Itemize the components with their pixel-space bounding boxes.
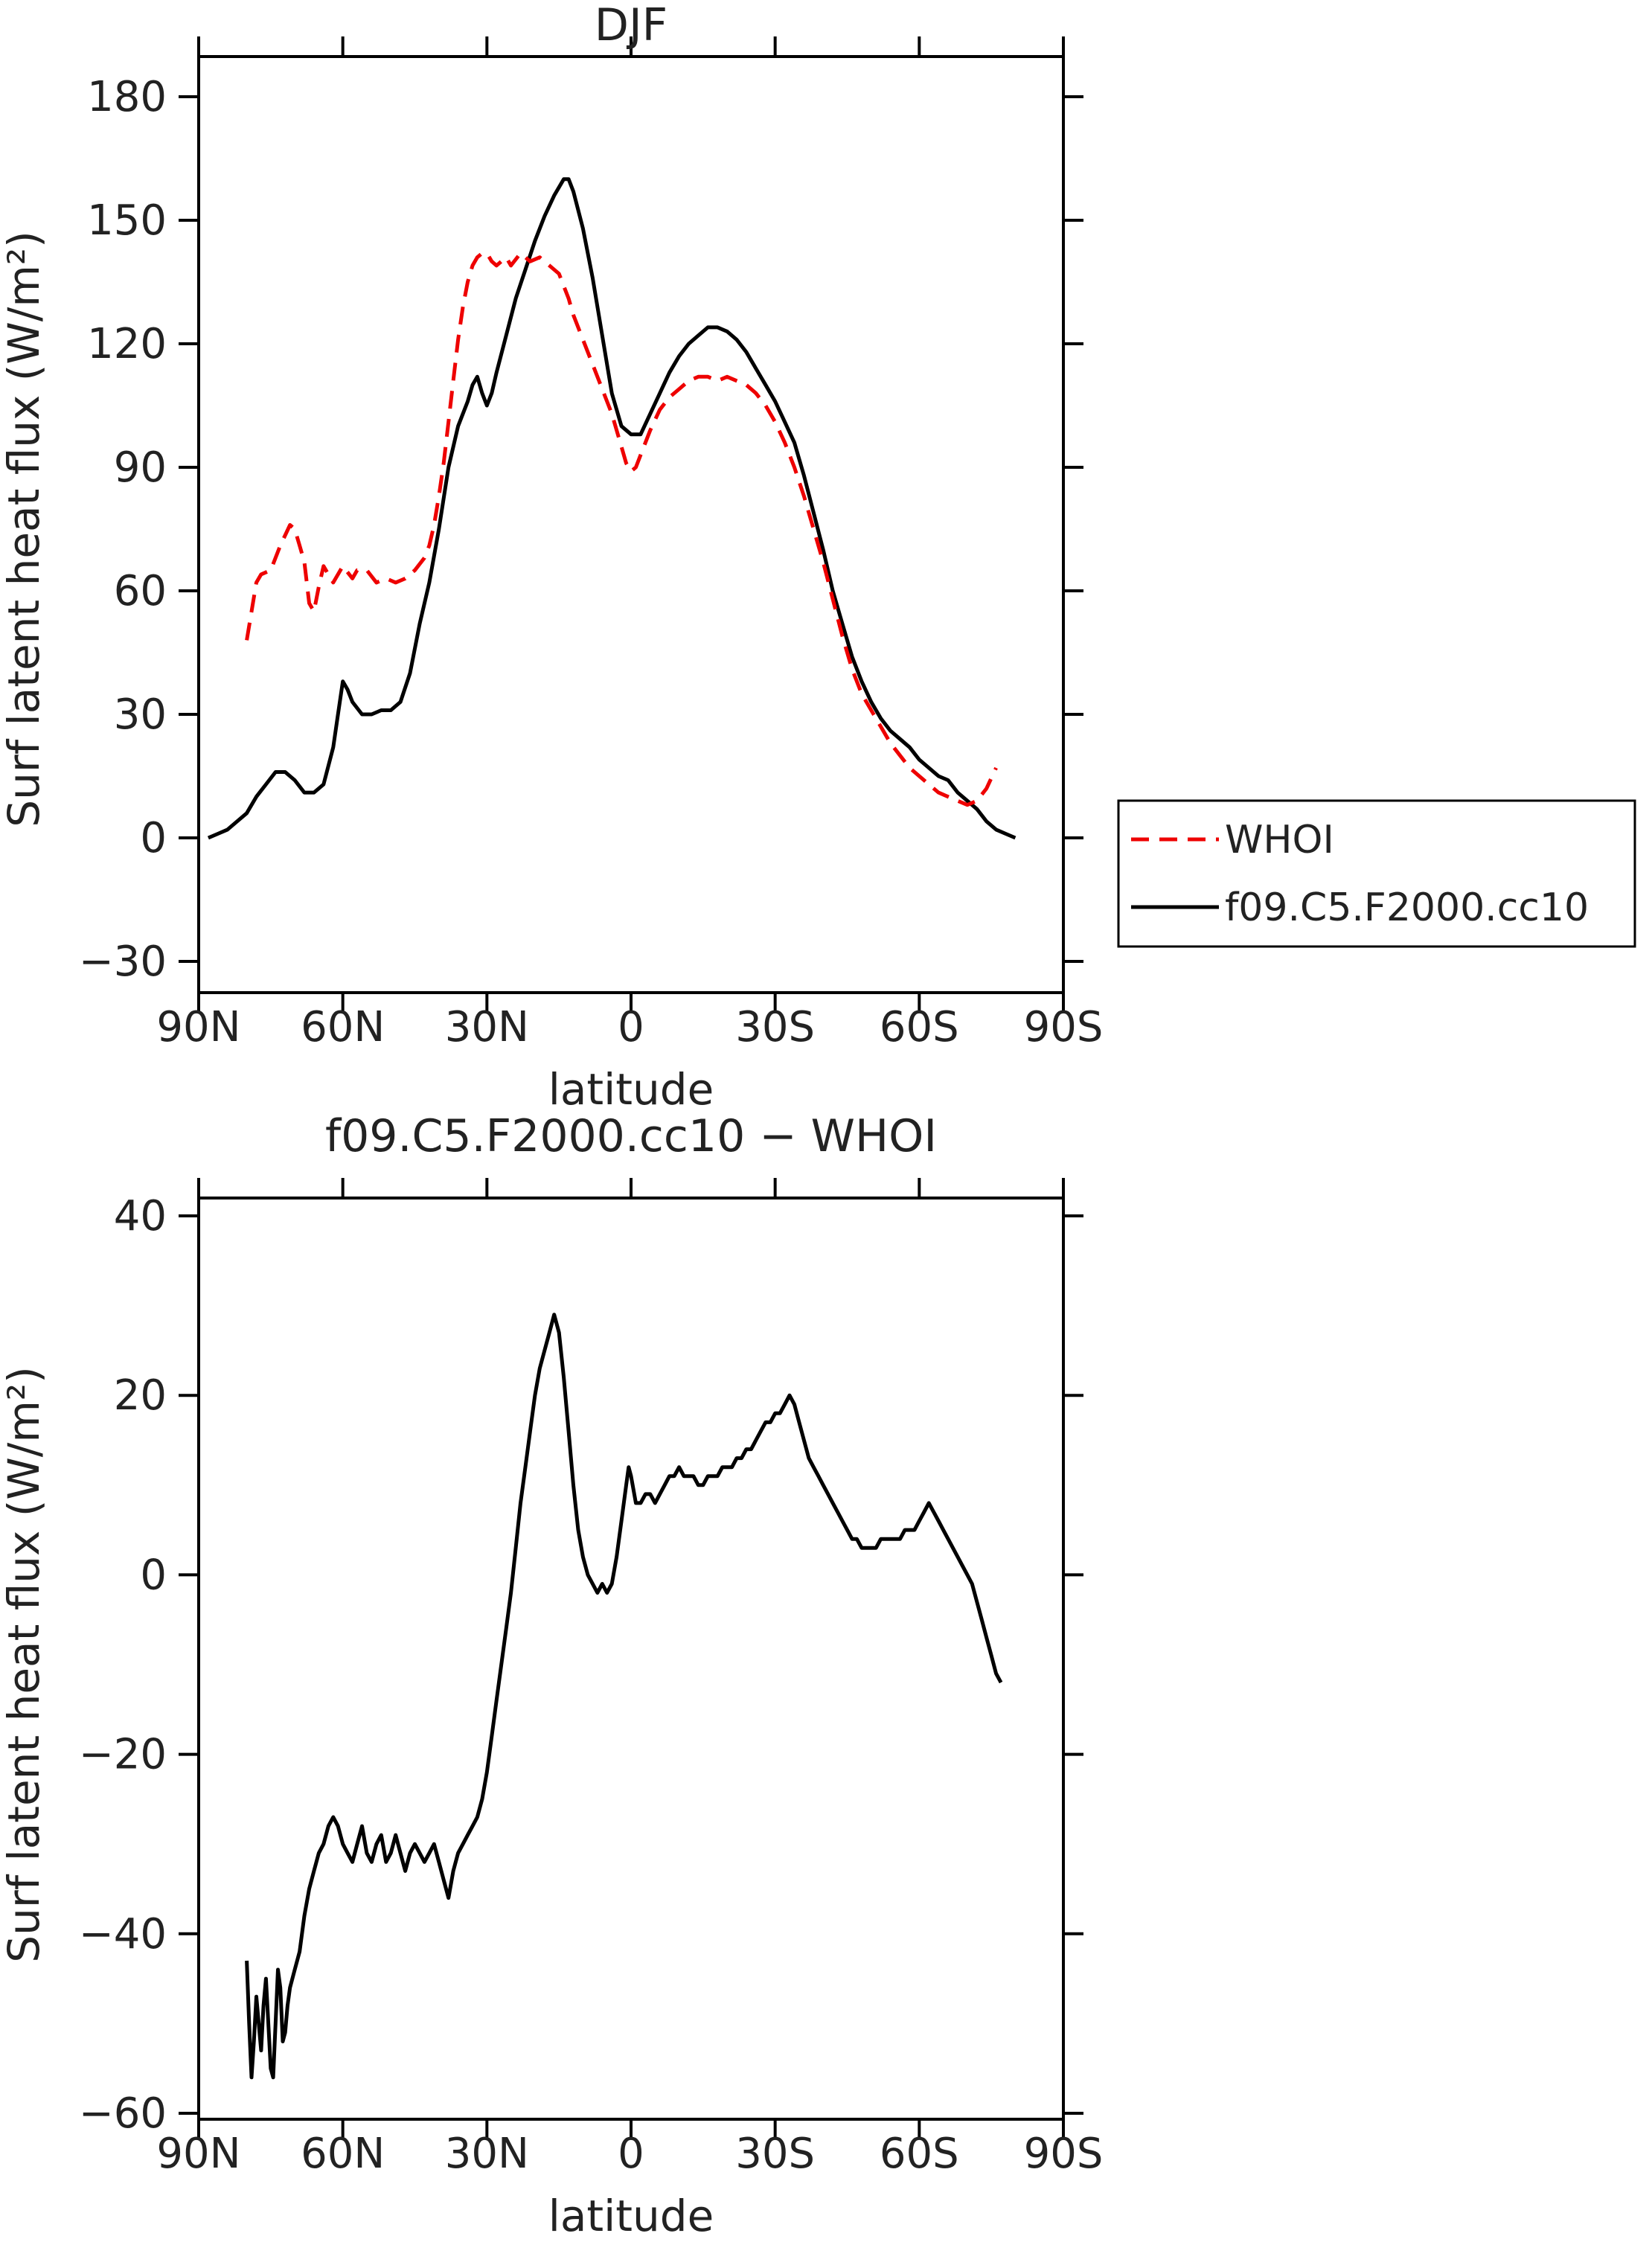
legend-label: WHOI: [1225, 818, 1334, 862]
legend-label: f09.C5.F2000.cc10: [1225, 885, 1589, 930]
y-tick-label: 40: [114, 1192, 167, 1240]
y-tick-label: −60: [79, 2089, 167, 2138]
y-tick-label: −20: [79, 1731, 167, 1779]
x-tick-label: 0: [618, 1003, 644, 1051]
legend-box: [1117, 799, 1636, 948]
legend: WHOI f09.C5.F2000.cc10: [1117, 799, 1636, 948]
x-tick-label: 90S: [1024, 1003, 1104, 1051]
difference-panel: 90N 60N 30N 0 30S 60S 90S −60 −40 −20 0 20 40 f09.C5.…: [0, 1110, 1103, 2241]
y-tick-label: 30: [114, 691, 167, 739]
y-axis-label: Surf latent heat flux (W/m²): [0, 1366, 49, 1962]
x-tick-label: 30S: [735, 2130, 815, 2178]
y-tick-label: 0: [140, 814, 167, 862]
y-tick-label: −30: [79, 938, 167, 986]
x-tick-label: 60S: [880, 2130, 959, 2178]
series-f09-c5-f2000-cc10: [207, 177, 1017, 840]
x-tick-label: 90N: [156, 2130, 240, 2178]
x-axis-label: latitude: [548, 1064, 714, 1115]
y-axis-label: Surf latent heat flux (W/m²): [0, 231, 49, 827]
x-tick-label: 30N: [445, 2130, 529, 2178]
y-tick-label: 90: [114, 443, 167, 492]
x-tick-label: 90S: [1024, 2130, 1104, 2178]
y-tick-label: 120: [87, 320, 167, 368]
y-tick-label: −40: [79, 1910, 167, 1958]
chart-title: f09.C5.F2000.cc10 − WHOI: [325, 1110, 937, 1162]
x-tick-label: 30S: [735, 1003, 815, 1051]
y-tick-label: 0: [140, 1551, 167, 1599]
x-tick-label: 60S: [880, 1003, 959, 1051]
series-f09-c5-f2000-cc10-minus-whoi: [245, 1313, 1003, 2080]
y-tick-label: 180: [87, 73, 167, 121]
djf-panel: 90N 60N 30N 0 30S 60S 90S −30 0 30 60 90 120 150 180 DJ…: [0, 0, 1636, 1115]
y-tick-label: 150: [87, 196, 167, 245]
plot-frame: [197, 1197, 1065, 2121]
x-tick-label: 60N: [301, 2130, 385, 2178]
series-whoi: [245, 251, 998, 807]
x-tick-label: 30N: [445, 1003, 529, 1051]
x-axis-label: latitude: [548, 2191, 714, 2241]
x-tick-label: 0: [618, 2130, 644, 2178]
y-tick-label: 60: [114, 567, 167, 615]
chart-title: DJF: [595, 0, 667, 51]
plot-frame: [197, 55, 1065, 994]
y-tick-label: 20: [114, 1371, 167, 1420]
x-tick-label: 60N: [301, 1003, 385, 1051]
x-tick-label: 90N: [156, 1003, 240, 1051]
